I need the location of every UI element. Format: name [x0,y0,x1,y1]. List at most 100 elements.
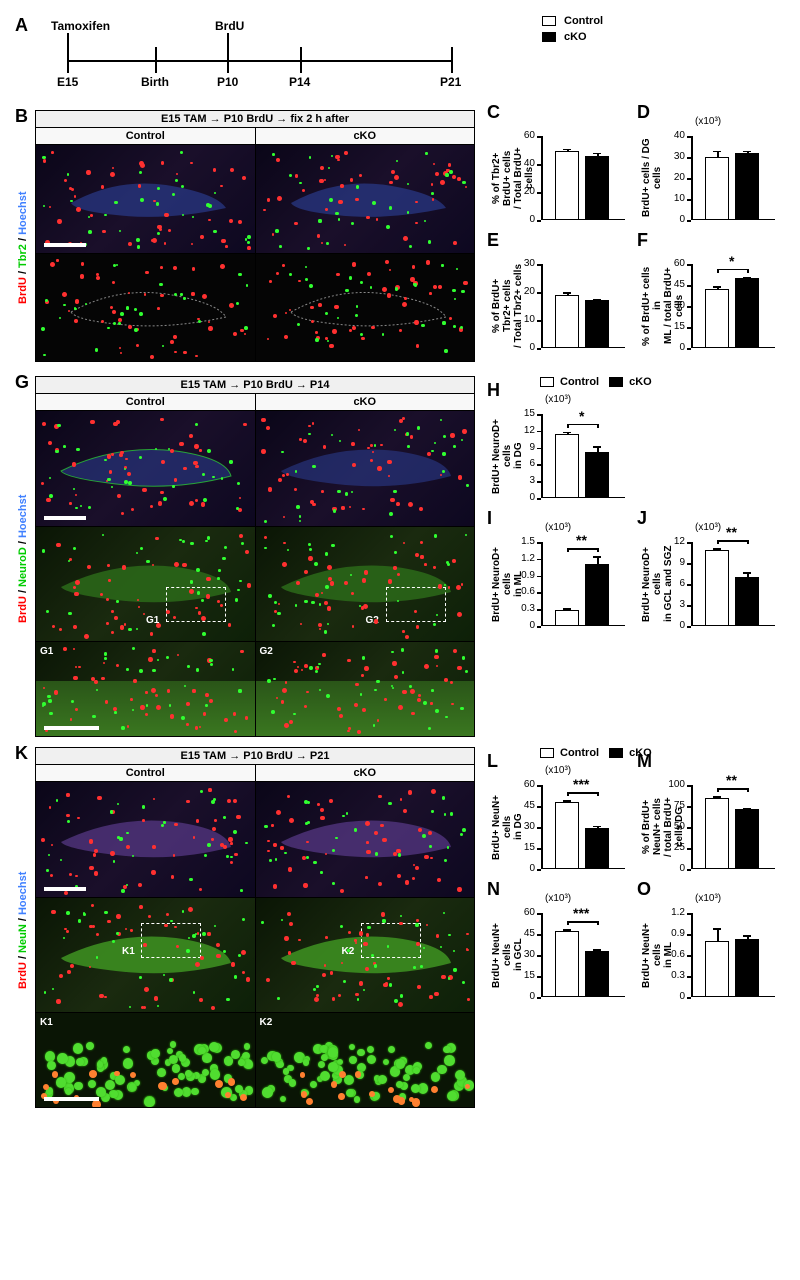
panel-k-label: K [15,743,28,764]
row-4: K BrdU / NeuN / Hoechst E15 TAM → P10 Br… [15,747,785,1108]
panel-a-label: A [15,15,28,36]
panel-g-row2: G1 G2 [36,526,474,641]
chart-m: M0255075100% of BrdU+ NeuN+ cells / tota… [643,759,785,887]
panel-k-header: E15 TAM → P10 BrdU → P21 [36,748,474,765]
panel-b-cko-merge [256,145,475,253]
panel-g-row1 [36,411,474,526]
legend-cko-text: cKO [564,31,587,43]
panel-b-row1 [36,145,474,253]
row-1: A Tamoxifen BrdU E15 Birth P10 P14 P21 [15,15,785,100]
panel-k2-zoom: K2 [256,1013,475,1107]
legend-h: Control cKO [540,376,785,388]
brdu-label: BrdU [215,19,244,33]
tick-birth: Birth [141,75,169,89]
legend-cko-box [609,748,623,758]
timeline-tick [155,47,157,73]
dots [36,898,255,1012]
chart-f: F015304560% of BrdU+ cells in ML / total… [643,238,785,366]
panel-g-control-rg: G1 [36,527,256,641]
panel-a: A Tamoxifen BrdU E15 Birth P10 P14 P21 [15,15,475,100]
chart-h: H(x10³)03691215BrdU+ NeuroD+ cells in DG… [493,388,635,516]
tick-p21: P21 [440,75,461,89]
legend-cko-box [542,32,556,42]
panel-k-subheader: Control cKO [36,765,474,782]
panel-k-row2: K1 K2 [36,897,474,1012]
panel-g-control-merge [36,411,256,526]
panel-b-subheader: Control cKO [36,128,474,145]
timeline-line [67,60,452,62]
dots [36,254,255,361]
chart-j: J(x10³)036912BrdU+ NeuroD+ cells in GCL … [643,516,785,644]
dots [36,642,255,736]
dots [256,782,475,897]
dots [256,898,475,1012]
tick-e15: E15 [57,75,78,89]
chart-e: E0102030% of BrdU+ Tbr2+ cells / Total T… [493,238,635,366]
green-cells [36,1013,255,1107]
panel-g-cko-rg: G2 [256,527,475,641]
legend-control-box [540,377,554,387]
row-2: B BrdU / Tbr2 / Hoechst E15 TAM → P10 Br… [15,110,785,366]
scale-bar [44,516,86,520]
timeline-tick [300,47,302,73]
dots [36,782,255,897]
chart-c: C0204060% of Tbr2+ BrdU+ cells / Total B… [493,110,635,238]
panel-g-cko-merge [256,411,475,526]
panel-g2-zoom: G2 [256,642,475,736]
panel-k-control-merge [36,782,256,897]
dots [256,254,475,361]
legend-l: Control cKO [540,747,785,759]
panel-g-header: E15 TAM → P10 BrdU → P14 [36,377,474,394]
dots [36,411,255,526]
timeline-drop [227,33,229,47]
panel-b-control-merge [36,145,256,253]
panel-k-cko-merge [256,782,475,897]
tick-p14: P14 [289,75,310,89]
dots [256,145,475,253]
panel-k-stains: BrdU / NeuN / Hoechst [17,765,29,1095]
panel-g-row3: G1 G2 [36,641,474,736]
figure-root: A Tamoxifen BrdU E15 Birth P10 P14 P21 [0,0,800,1133]
green-cells [256,1013,475,1107]
panel-b-header: E15 TAM → P10 BrdU → fix 2 h after [36,111,474,128]
chart-d: D(x10³)010203040BrdU+ cells / DG cells [643,110,785,238]
chart-l: L(x10³)015304560BrdU+ NeuN+ cells in DG*… [493,759,635,887]
panel-b-row2 [36,253,474,361]
tick-p10: P10 [217,75,238,89]
legend-cko-box [609,377,623,387]
dots [36,145,255,253]
legend-cd2: cKO [542,31,587,43]
timeline-tick [67,47,69,73]
scale-bar [44,243,86,247]
legend-control-box [542,16,556,26]
row-3: G BrdU / NeuroD / Hoechst E15 TAM → P10 … [15,376,785,737]
panel-k1-zoom: K1 [36,1013,256,1107]
panel-b-cko-rg [256,254,475,361]
panel-k-row1 [36,782,474,897]
panel-k-row3: K1 K2 [36,1012,474,1107]
panel-k-cko-rg: K2 [256,898,475,1012]
legend-cd: Control [542,15,603,27]
panel-g-images: E15 TAM → P10 BrdU → P14 Control cKO [35,376,475,737]
scale-bar [44,887,86,891]
panel-k-control-rg: K1 [36,898,256,1012]
timeline-tick [451,47,453,73]
scale-bar [44,726,99,730]
scale-bar [44,1097,99,1101]
panel-k-images: E15 TAM → P10 BrdU → P21 Control cKO [35,747,475,1108]
legend-control-box [540,748,554,758]
panel-g-stains: BrdU / NeuroD / Hoechst [17,394,29,724]
dots [256,642,475,736]
panel-b-stains: BrdU / Tbr2 / Hoechst [17,128,29,368]
dots [256,527,475,641]
tamoxifen-label: Tamoxifen [51,19,110,33]
legend-control-text: Control [564,15,603,27]
chart-n: N(x10³)015304560BrdU+ NeuN+ cells in GCL… [493,887,635,1015]
dots [36,527,255,641]
timeline-tick [227,47,229,73]
panel-b-images: E15 TAM → P10 BrdU → fix 2 h after Contr… [35,110,475,362]
chart-i: I(x10³)00.30.60.91.21.5BrdU+ NeuroD+ cel… [493,516,635,644]
panel-g1-zoom: G1 [36,642,256,736]
dots [256,411,475,526]
timeline-drop [67,33,69,47]
